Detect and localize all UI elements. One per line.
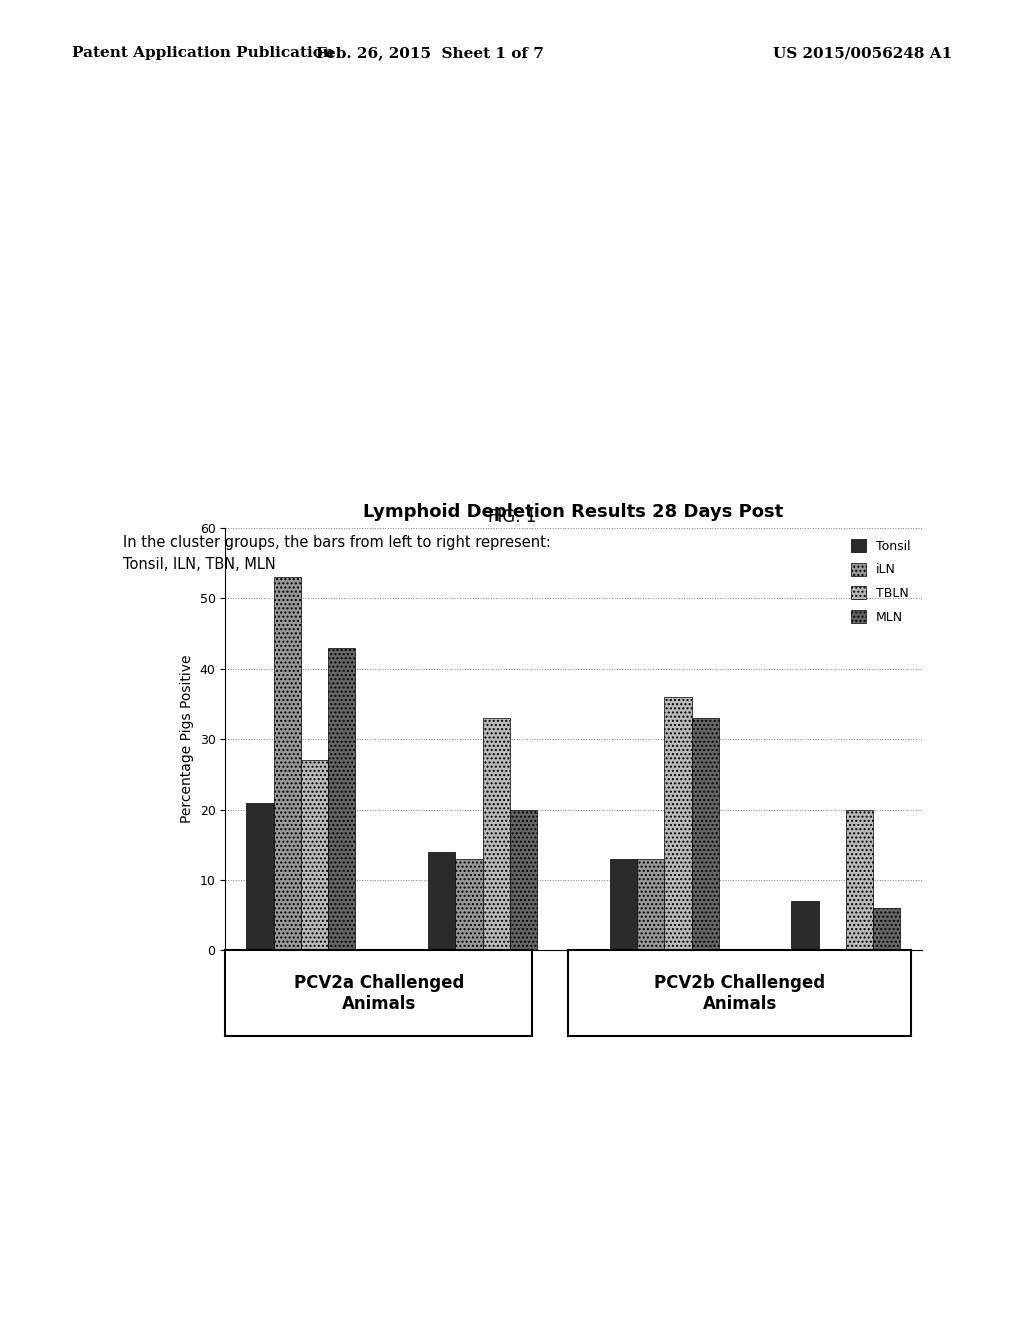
Y-axis label: Percentage Pigs Positive: Percentage Pigs Positive <box>180 655 194 824</box>
Text: FIG. 1: FIG. 1 <box>487 508 537 527</box>
Text: US 2015/0056248 A1: US 2015/0056248 A1 <box>773 46 952 61</box>
Bar <box>247 803 273 950</box>
Bar <box>609 859 637 950</box>
Bar <box>428 851 456 950</box>
Bar <box>510 809 538 950</box>
Legend: Tonsil, iLN, TBLN, MLN: Tonsil, iLN, TBLN, MLN <box>846 535 915 628</box>
Text: Patent Application Publication: Patent Application Publication <box>72 46 334 61</box>
Bar <box>273 577 301 950</box>
Bar <box>637 859 665 950</box>
Bar <box>329 648 355 950</box>
Bar <box>665 697 691 950</box>
Bar <box>301 760 329 950</box>
Text: Tonsil, ILN, TBN, MLN: Tonsil, ILN, TBN, MLN <box>123 557 275 572</box>
Text: In the cluster groups, the bars from left to right represent:: In the cluster groups, the bars from lef… <box>123 535 551 549</box>
Bar <box>482 718 510 950</box>
Title: Lymphoid Depletion Results 28 Days Post: Lymphoid Depletion Results 28 Days Post <box>364 503 783 521</box>
Bar <box>846 809 873 950</box>
Text: PCV2a Challenged
Animals: PCV2a Challenged Animals <box>294 974 464 1012</box>
Bar <box>456 859 482 950</box>
Bar <box>873 908 900 950</box>
Text: Feb. 26, 2015  Sheet 1 of 7: Feb. 26, 2015 Sheet 1 of 7 <box>316 46 544 61</box>
Bar <box>792 902 818 950</box>
Bar <box>691 718 719 950</box>
Text: PCV2b Challenged
Animals: PCV2b Challenged Animals <box>654 974 825 1012</box>
